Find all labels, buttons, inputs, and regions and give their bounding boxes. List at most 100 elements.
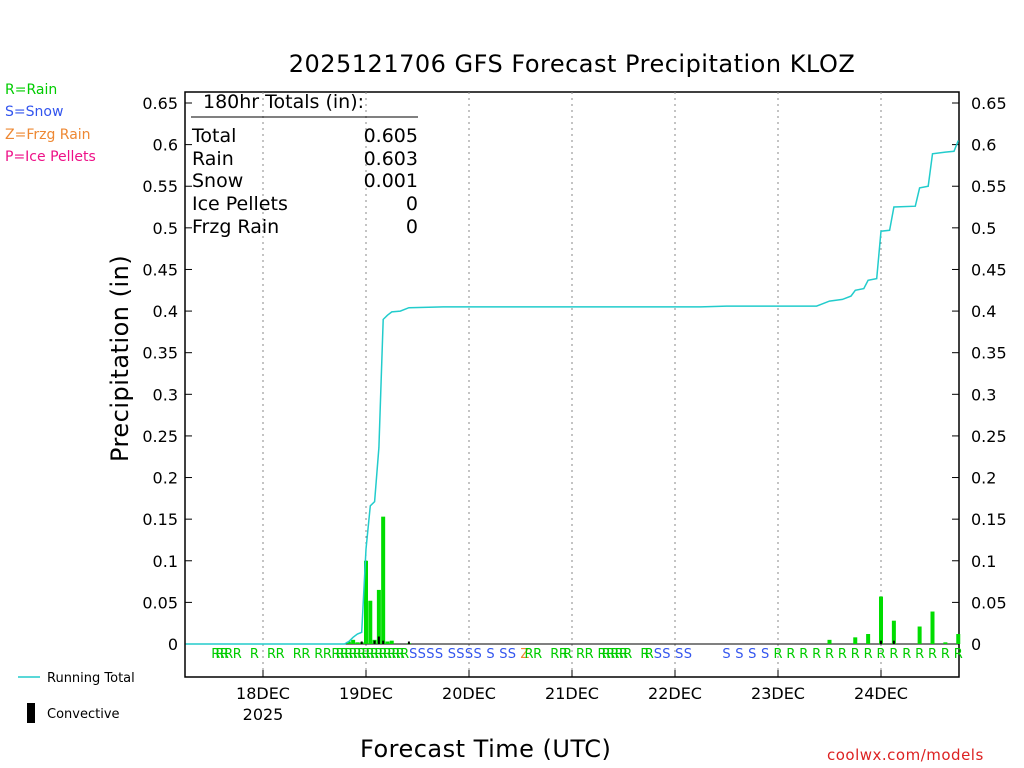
credit-text: coolwx.com/models	[827, 746, 984, 764]
ptype-mark: R	[267, 647, 276, 662]
precip-bar	[956, 634, 961, 644]
convective-swatch	[27, 703, 35, 723]
y-tick-label-right: 0.05	[971, 593, 1007, 612]
x-tick-label: 18DEC	[236, 684, 290, 703]
ptype-mark: R	[400, 647, 409, 662]
ptype-mark: R	[370, 647, 379, 662]
ptype-mark: S	[675, 647, 683, 662]
y-tick-label-left: 0.1	[153, 552, 178, 571]
ptype-mark: R	[344, 647, 353, 662]
ptype-mark: S	[486, 647, 494, 662]
ptype-mark: S	[448, 647, 456, 662]
ptype-mark: S	[722, 647, 730, 662]
y-tick-label-left: 0.2	[153, 469, 178, 488]
ptype-mark: S	[654, 647, 662, 662]
x-tick-sublabel: 2025	[243, 705, 284, 724]
ptype-mark: S	[473, 647, 481, 662]
ptype-mark: R	[336, 647, 345, 662]
y-tick-label-left: 0.65	[142, 94, 178, 113]
legend-ice-pellets: P=Ice Pellets	[5, 149, 96, 165]
chart-title: 2025121706 GFS Forecast Precipitation KL…	[288, 50, 856, 78]
precip-bar	[891, 620, 896, 644]
ptype-mark: R	[387, 647, 396, 662]
precip-bar	[376, 589, 381, 644]
ptype-mark: R	[610, 647, 619, 662]
totals-label: Snow	[192, 170, 244, 192]
ptype-mark: S	[418, 647, 426, 662]
convective-bar	[892, 640, 895, 644]
ptype-mark: R	[812, 647, 821, 662]
y-tick-label-right: 0.3	[971, 385, 996, 404]
precip-bar	[346, 641, 351, 644]
ptype-mark: Z	[520, 647, 529, 662]
ptype-mark: R	[902, 647, 911, 662]
precip-bar	[368, 600, 373, 644]
totals-label: Total	[192, 125, 237, 147]
y-tick-label-right: 0.35	[971, 344, 1007, 363]
ptype-mark: R	[615, 647, 624, 662]
ptype-mark: R	[640, 647, 649, 662]
ptype-mark: R	[276, 647, 285, 662]
ptype-mark: S	[508, 647, 516, 662]
precip-bar	[866, 634, 871, 644]
y-tick-label-right: 0	[971, 635, 981, 654]
ptype-mark: R	[623, 647, 632, 662]
convective-bar	[360, 641, 363, 644]
precip-bar	[364, 560, 368, 644]
precip-bar	[879, 596, 883, 644]
y-tick-label-right: 0.5	[971, 219, 996, 238]
precip-bar	[351, 639, 356, 644]
precip-bar	[930, 611, 935, 644]
precip-bar	[853, 637, 858, 644]
ptype-mark: R	[357, 647, 366, 662]
y-tick-label-right: 0.45	[971, 260, 1007, 279]
ptype-mark: R	[773, 647, 782, 662]
ptype-mark: R	[602, 647, 611, 662]
ptype-mark: R	[314, 647, 323, 662]
ptype-mark: R	[533, 647, 542, 662]
y-tick-label-left: 0.4	[153, 302, 178, 321]
convective-bar	[407, 641, 410, 644]
y-tick-label-right: 0.55	[971, 177, 1007, 196]
y-tick-label-right: 0.4	[971, 302, 996, 321]
ptype-mark: R	[220, 647, 229, 662]
ptype-mark: S	[409, 647, 417, 662]
ptype-mark: S	[499, 647, 507, 662]
y-tick-label-left: 0.45	[142, 260, 178, 279]
totals-label: Rain	[192, 148, 234, 170]
precip-bar	[943, 642, 948, 644]
ptype-mark: R	[954, 647, 963, 662]
y-axis-title: Precipitation (in)	[106, 254, 134, 462]
legend-snow: S=Snow	[5, 104, 64, 120]
ptype-mark: R	[838, 647, 847, 662]
totals-label: Frzg Rain	[192, 216, 280, 238]
ptype-mark: R	[374, 647, 383, 662]
x-tick-label: 23DEC	[751, 684, 805, 703]
ptype-mark: S	[748, 647, 756, 662]
ptype-mark: R	[786, 647, 795, 662]
ptype-mark: R	[645, 647, 654, 662]
x-tick-label: 19DEC	[339, 684, 393, 703]
y-tick-label-left: 0	[168, 635, 178, 654]
ptype-mark: S	[435, 647, 443, 662]
ptype-mark: R	[383, 647, 392, 662]
running-total-line	[185, 140, 959, 645]
ptype-mark: R	[293, 647, 302, 662]
ptype-mark: S	[465, 647, 473, 662]
precip-bar	[385, 641, 390, 644]
convective-bar	[377, 636, 380, 644]
legend-convective: Convective	[47, 707, 120, 722]
ptype-mark: R	[598, 647, 607, 662]
y-tick-label-right: 0.2	[971, 469, 996, 488]
precip-bar	[917, 626, 922, 644]
ptype-mark: S	[662, 647, 670, 662]
x-axis-title: Forecast Time (UTC)	[360, 735, 612, 763]
ptype-mark: R	[928, 647, 937, 662]
ptype-mark: S	[456, 647, 464, 662]
convective-bar	[373, 640, 376, 644]
y-tick-label-left: 0.55	[142, 177, 178, 196]
ptype-mark: R	[525, 647, 534, 662]
ptype-mark: R	[301, 647, 310, 662]
